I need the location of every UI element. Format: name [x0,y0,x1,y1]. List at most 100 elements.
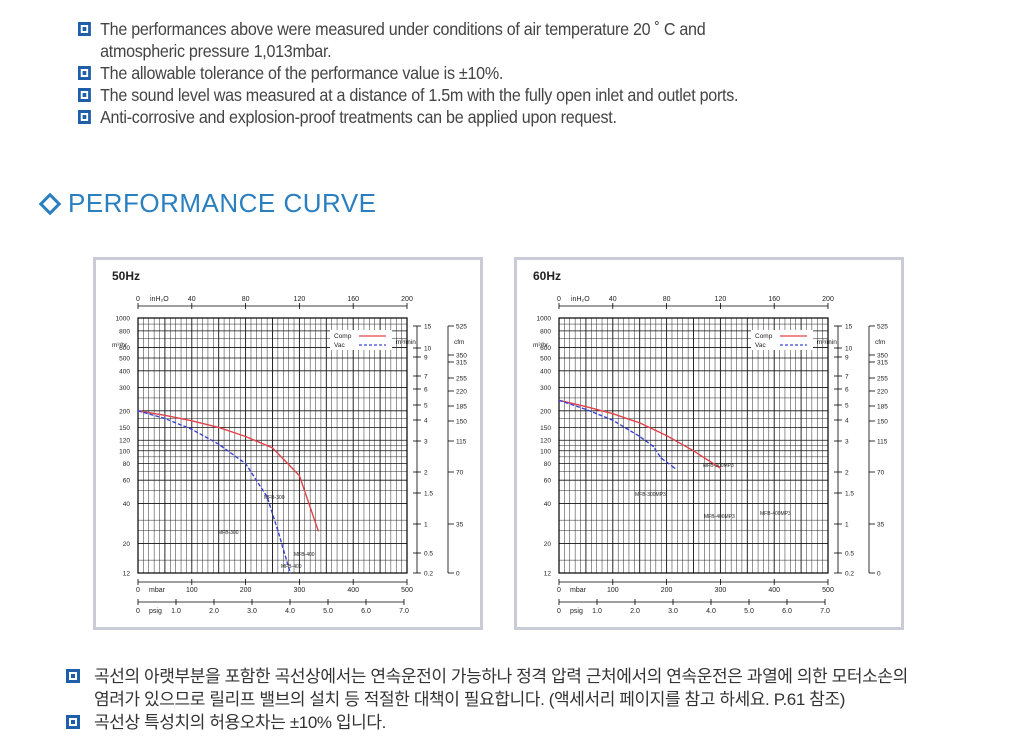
y-tick-label: 20 [544,541,552,548]
psig-axis-tick-label: 5.0 [744,608,754,615]
mbar-axis-tick-label: 300 [715,587,727,594]
mbar-axis-tick-label: 300 [294,587,306,594]
legend-label: Vac [755,342,766,349]
cfm-axis-tick-label: 220 [456,389,467,396]
m3min-axis-tick-label: 0.2 [845,571,854,578]
y-tick-label: 60 [544,478,552,485]
y-tick-label: 400 [119,368,130,375]
curve-annotation: MFB-300MP3 [703,463,734,469]
cfm-axis-tick-label: 150 [456,419,467,426]
korean-notes: 곡선의 아랫부분을 포함한 곡선상에서는 연속운전이 가능하나 정격 압력 근처… [64,665,984,734]
m3min-axis-tick-label: 7 [424,374,428,381]
mbar-axis-tick-label: 0 [557,587,561,594]
psig-axis-tick-label: 6.0 [361,608,371,615]
psig-axis-tick-label: 7.0 [820,608,830,615]
note-item: The performances above were measured und… [78,18,906,62]
korean-note-item: 곡선상 특성치의 허용오차는 ±10% 입니다. [64,711,984,734]
series-point [244,462,247,465]
top-axis-tick-label: 40 [188,296,196,303]
m3min-axis-tick-label: 0.5 [424,551,433,558]
m3min-axis-tick-label: 1.5 [845,491,854,498]
mbar-axis-tick-label: 100 [186,587,198,594]
series-point [271,447,274,449]
series-point [638,435,641,438]
y-tick-label: 150 [119,425,130,432]
cfm-axis-tick-label: 0 [456,571,460,578]
m3min-axis-unit: m³/min [817,339,837,346]
m3min-axis-tick-label: 4 [424,418,428,425]
series-point [585,408,587,411]
mbar-axis-tick-label: 200 [240,587,252,594]
mbar-axis-tick-label: 200 [661,587,673,594]
note-text: 곡선상 특성치의 허용오차는 ±10% 입니다. [94,713,386,732]
series-point [289,572,292,574]
m3min-axis-tick-label: 5 [424,403,428,410]
series-point [266,495,268,498]
y-tick-label: 800 [540,328,551,335]
note-text: 곡선의 아랫부분을 포함한 곡선상에서는 연속운전이 가능하나 정격 압력 근처… [94,667,908,686]
m3min-axis-tick-label: 4 [845,418,849,425]
plot-border [137,317,408,574]
legend-label: Vac [334,342,345,349]
mbar-axis-unit: mbar [570,587,587,594]
y-tick-label: 600 [119,345,130,352]
square-bullet-icon [66,669,80,683]
y-tick-label: 80 [123,461,131,468]
top-axis-tick-label: 0 [557,296,561,303]
top-axis-tick-label: 200 [822,296,834,303]
y-tick-label: 12 [544,571,552,578]
chart-panel-60hz: 60Hz 1000 800 600 500 400 300 200 150 120 100 80 60 4… [514,257,904,630]
cfm-axis-tick-label: 350 [456,353,467,360]
series-point [191,428,193,431]
cfm-axis-tick-label: 70 [456,470,464,477]
cfm-axis-unit: cfm [454,339,464,346]
m3min-axis-tick-label: 10 [424,346,432,353]
y-axis-unit: m³/hr [533,342,549,349]
m3min-axis-tick-label: 15 [845,324,853,331]
series-point [217,443,220,446]
series-point [137,409,139,412]
psig-axis-tick-label: 1.0 [171,608,181,615]
note-text: The performances above were measured und… [100,19,706,39]
psig-axis-tick-label: 0 [136,608,140,615]
cfm-axis-tick-label: 115 [456,439,467,446]
cfm-axis-tick-label: 255 [456,376,467,383]
series-point [244,435,247,438]
curve-annotation: MFB-400MP3 [704,514,735,520]
top-axis-tick-label: 0 [136,296,140,303]
top-axis-tick-label: 80 [663,296,671,303]
m3min-axis-tick-label: 1 [845,522,849,529]
cfm-axis-tick-label: 35 [456,522,464,529]
square-bullet-icon [78,110,91,124]
m3min-axis-tick-label: 0.2 [424,571,433,578]
section-title-text: PERFORMANCE CURVE [68,188,377,218]
y-tick-label: 40 [544,501,552,508]
y-tick-label: 40 [123,501,131,508]
mbar-axis-unit: mbar [149,587,166,594]
series-point [692,449,695,452]
legend-label: Comp [334,333,352,340]
series-point [164,417,166,420]
chart-60hz: 60Hz100080060050040030020015012010080604… [533,269,888,615]
y-axis-unit: m³/hr [112,342,128,349]
m3min-axis-tick-label: 6 [845,387,849,394]
y-tick-label: 100 [540,448,551,455]
mbar-axis-tick-label: 100 [607,587,619,594]
note-item: Anti-corrosive and explosion-proof treat… [78,106,906,128]
series-point [317,529,320,532]
psig-axis-tick-label: 0 [557,608,561,615]
top-axis-unit: inH₂O [571,296,590,303]
m3min-axis-tick-label: 2 [424,470,428,477]
mbar-axis-tick-label: 0 [136,587,140,594]
legend-label: Comp [755,333,773,340]
cfm-axis-tick-label: 150 [877,419,888,426]
y-tick-label: 800 [119,328,130,335]
psig-axis-unit: psig [149,608,162,615]
psig-axis-tick-label: 7.0 [399,608,409,615]
section-title: PERFORMANCE CURVE [38,188,377,219]
mbar-axis-tick-label: 400 [347,587,359,594]
m3min-axis-tick-label: 10 [845,346,853,353]
series-point [277,529,279,532]
curve-annotation: MFB-400MP3 [760,511,791,517]
square-bullet-icon [66,715,80,729]
